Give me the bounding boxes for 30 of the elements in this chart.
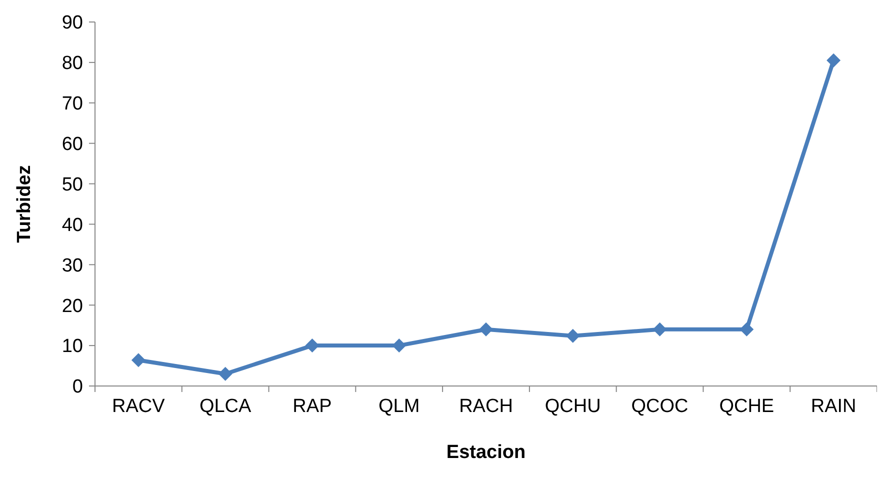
y-tick-label: 20: [62, 296, 83, 317]
y-axis-title: Turbidez: [14, 165, 35, 243]
point: [826, 53, 841, 68]
x-tick-label: QLCA: [199, 396, 252, 417]
y-tick-label: 70: [62, 94, 83, 115]
x-tick-label: RAIN: [810, 396, 856, 417]
y-tick-label: 0: [72, 376, 83, 398]
y-tick-label: 90: [62, 12, 83, 34]
y-tick-label: 30: [62, 255, 83, 276]
point: [479, 322, 493, 336]
x-tick-label: QCHU: [544, 396, 601, 417]
x-tick-label: RACV: [112, 396, 166, 417]
point: [218, 366, 232, 381]
point: [566, 328, 580, 343]
y-tick-label: 80: [62, 53, 83, 74]
x-axis-title: Estacion: [446, 442, 526, 463]
point: [652, 322, 667, 336]
x-tick-label: RAP: [292, 396, 332, 417]
y-tick-label: 60: [62, 134, 83, 155]
point: [305, 338, 320, 353]
point: [131, 353, 146, 368]
y-tick-label: 10: [62, 336, 83, 358]
x-tick-label: QCHE: [719, 396, 774, 417]
x-tick-label: RACH: [459, 396, 513, 417]
y-tick-label: 50: [62, 174, 83, 196]
point: [392, 338, 406, 353]
x-tick-label: QCOC: [631, 396, 688, 417]
x-tick-label: QLM: [378, 396, 420, 417]
y-tick-label: 40: [62, 214, 83, 236]
point: [740, 322, 754, 336]
